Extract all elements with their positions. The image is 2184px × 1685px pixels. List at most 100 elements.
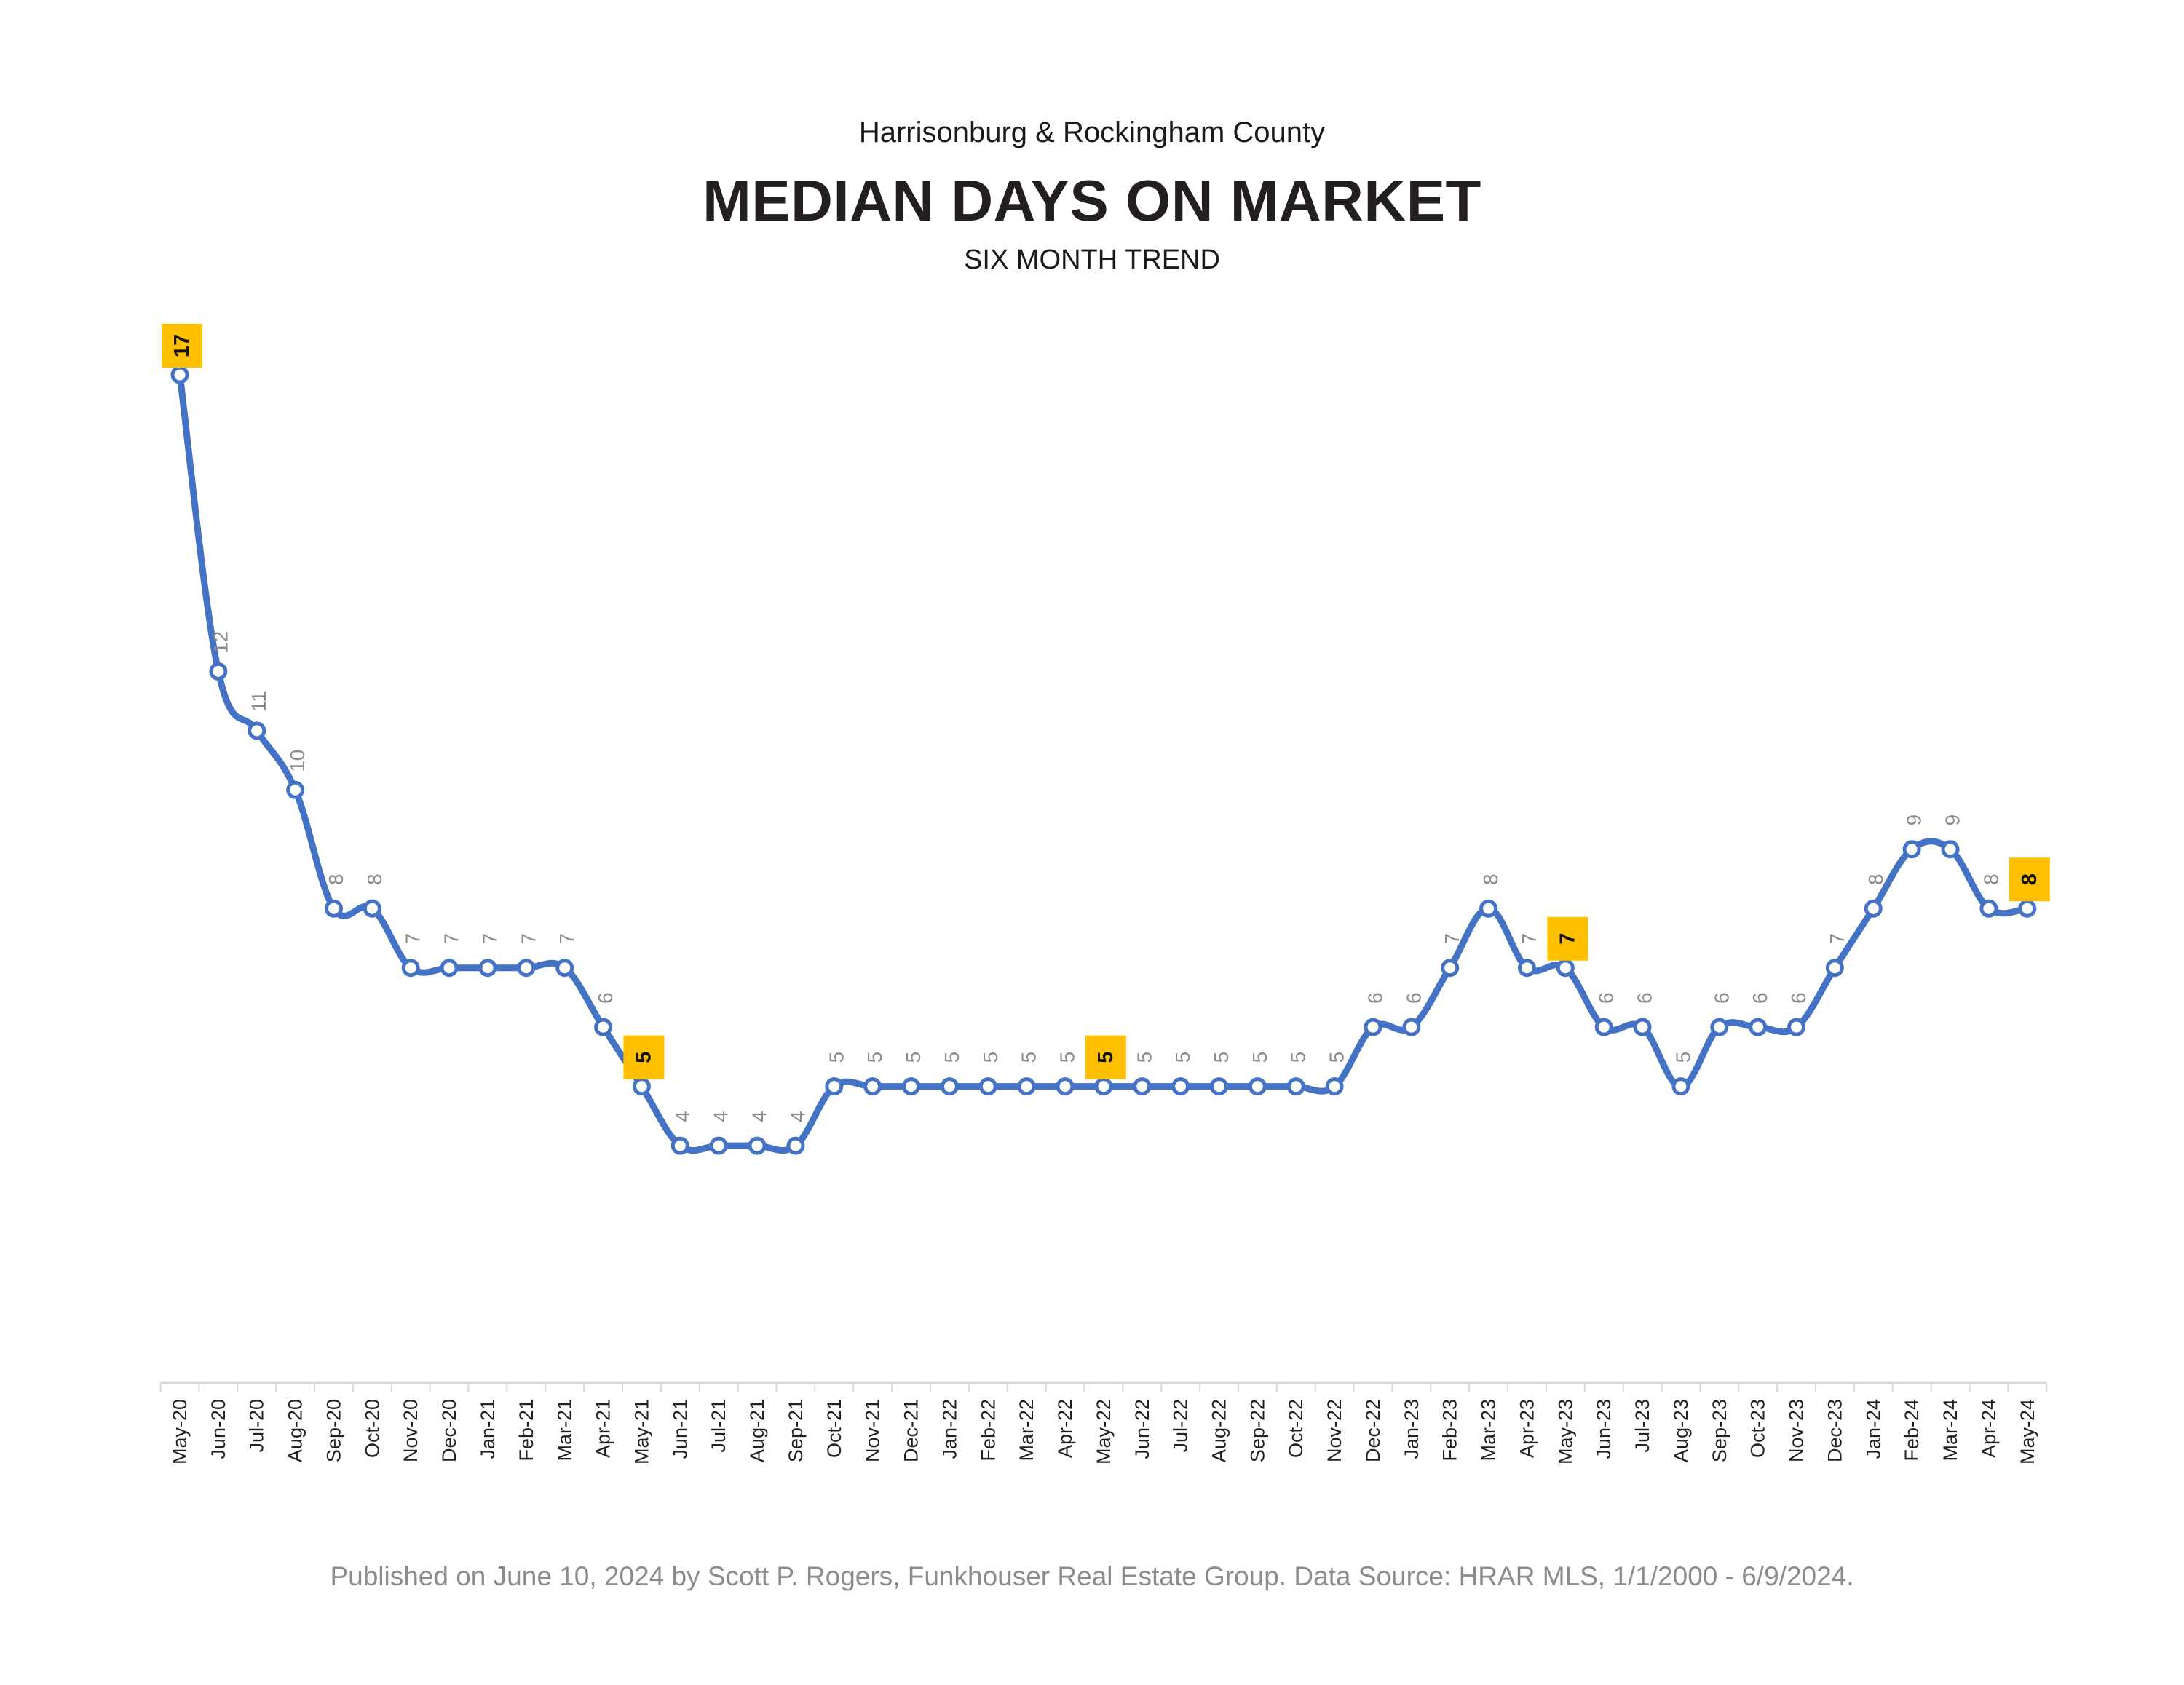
data-label-apr-24: 8 xyxy=(1979,873,2002,885)
highlight-label-box xyxy=(162,324,202,368)
data-label-apr-22: 5 xyxy=(1056,1052,1079,1063)
data-label-mar-23: 8 xyxy=(1479,873,1502,885)
data-label-text: 7 xyxy=(517,933,539,945)
data-label-apr-23: 7 xyxy=(1518,933,1540,945)
x-tick-label: Mar-21 xyxy=(554,1399,576,1462)
data-label-aug-23: 5 xyxy=(1671,1052,1694,1063)
x-tick-label: Nov-23 xyxy=(1786,1399,1808,1462)
data-label-text: 8 xyxy=(2018,873,2041,885)
x-tick-label: Dec-20 xyxy=(438,1399,460,1462)
x-tick-label: May-23 xyxy=(1554,1399,1576,1464)
data-label-sep-23: 6 xyxy=(1710,992,1733,1004)
x-tick-label: May-22 xyxy=(1093,1399,1115,1464)
data-label-mar-24: 9 xyxy=(1942,814,1964,826)
data-point-sep-23 xyxy=(1710,1018,1729,1036)
data-label-text: 7 xyxy=(478,933,501,945)
x-tick-label: Aug-20 xyxy=(285,1399,306,1462)
data-point-apr-23 xyxy=(1517,959,1536,978)
data-point-jun-20 xyxy=(209,662,228,681)
data-label-text: 5 xyxy=(1018,1052,1040,1063)
data-label-text: 6 xyxy=(1710,992,1733,1004)
data-label-feb-22: 5 xyxy=(979,1052,1002,1063)
data-label-text: 5 xyxy=(1171,1052,1194,1063)
x-tick-label: May-21 xyxy=(630,1399,652,1464)
data-label-jul-23: 6 xyxy=(1634,992,1656,1004)
data-label-text: 8 xyxy=(1979,873,2002,885)
x-tick-label: Feb-22 xyxy=(977,1399,999,1462)
data-point-jul-22 xyxy=(1171,1077,1190,1096)
data-label-text: 6 xyxy=(1787,992,1810,1004)
x-tick-label: Jun-22 xyxy=(1131,1399,1153,1459)
data-point-nov-23 xyxy=(1787,1018,1806,1036)
data-label-text: 4 xyxy=(748,1111,771,1122)
highlight-label-box xyxy=(1085,1035,1126,1079)
data-point-may-23 xyxy=(1556,959,1575,978)
chart-title: MEDIAN DAYS ON MARKET xyxy=(703,168,1481,233)
data-label-jun-23: 6 xyxy=(1595,992,1618,1004)
x-tick-label: Aug-22 xyxy=(1208,1399,1230,1462)
data-label-may-21: 5 xyxy=(623,1035,665,1079)
data-label-jun-20: 12 xyxy=(209,631,232,654)
data-label-jun-21: 4 xyxy=(671,1111,694,1122)
data-label-text: 6 xyxy=(594,992,617,1004)
data-point-jun-23 xyxy=(1594,1018,1613,1036)
x-tick-label: Feb-24 xyxy=(1901,1399,1923,1462)
data-point-jan-24 xyxy=(1864,899,1883,918)
data-point-may-22 xyxy=(1094,1077,1113,1096)
data-label-text: 7 xyxy=(555,933,578,945)
x-tick-label: Jul-21 xyxy=(708,1399,729,1453)
data-label-nov-22: 5 xyxy=(1326,1052,1348,1063)
data-label-sep-22: 5 xyxy=(1249,1052,1271,1063)
data-label-text: 6 xyxy=(1634,992,1656,1004)
data-point-feb-21 xyxy=(517,959,536,978)
data-point-jun-21 xyxy=(670,1136,689,1155)
data-label-text: 5 xyxy=(941,1052,963,1063)
data-point-apr-21 xyxy=(594,1018,613,1036)
data-label-jan-22: 5 xyxy=(941,1052,963,1063)
data-point-feb-24 xyxy=(1902,840,1921,859)
data-label-text: 8 xyxy=(1864,873,1887,885)
data-point-sep-20 xyxy=(324,899,343,918)
data-label-text: 5 xyxy=(1326,1052,1348,1063)
data-label-text: 8 xyxy=(325,873,347,885)
x-tick-label: Nov-22 xyxy=(1324,1399,1345,1462)
data-point-jan-21 xyxy=(478,959,497,978)
data-label-feb-23: 7 xyxy=(1441,933,1463,945)
data-label-dec-21: 5 xyxy=(902,1052,925,1063)
data-label-may-23: 7 xyxy=(1547,916,1588,961)
data-label-dec-23: 7 xyxy=(1826,933,1848,945)
data-label-text: 5 xyxy=(1056,1052,1079,1063)
data-label-jul-20: 11 xyxy=(248,691,270,712)
data-label-text: 7 xyxy=(1826,933,1848,945)
data-label-apr-21: 6 xyxy=(594,992,617,1004)
data-label-text: 5 xyxy=(825,1052,847,1063)
data-label-nov-23: 6 xyxy=(1787,992,1810,1004)
data-point-apr-22 xyxy=(1056,1077,1075,1096)
data-label-nov-21: 5 xyxy=(863,1052,886,1063)
data-point-jan-22 xyxy=(940,1077,959,1096)
highlight-label-box xyxy=(1547,916,1588,961)
data-point-dec-22 xyxy=(1364,1018,1382,1036)
data-label-may-22: 5 xyxy=(1085,1035,1126,1079)
data-label-text: 17 xyxy=(170,334,194,357)
data-label-text: 10 xyxy=(286,750,309,772)
x-tick-label: Jul-20 xyxy=(246,1399,268,1453)
data-label-feb-24: 9 xyxy=(1903,814,1926,826)
data-label-text: 5 xyxy=(863,1052,886,1063)
x-tick-label: Mar-23 xyxy=(1478,1399,1500,1462)
data-point-aug-20 xyxy=(286,780,305,799)
x-tick-label: Feb-23 xyxy=(1439,1399,1461,1462)
x-tick-label: Apr-24 xyxy=(1978,1399,2000,1458)
data-point-oct-21 xyxy=(825,1077,844,1096)
data-label-text: 5 xyxy=(1287,1052,1310,1063)
data-label-text: 4 xyxy=(671,1111,694,1122)
x-tick-label: Sep-23 xyxy=(1709,1399,1730,1462)
x-tick-labels: May-20 Jun-20 Jul-20 Aug-20 Sep-20 Oct-20 Nov-… xyxy=(169,1399,2038,1464)
data-point-feb-22 xyxy=(978,1077,997,1096)
data-label-text: 6 xyxy=(1402,992,1425,1004)
data-label-mar-21: 7 xyxy=(555,933,578,945)
data-label-text: 6 xyxy=(1595,992,1618,1004)
data-label-sep-21: 4 xyxy=(786,1111,809,1122)
data-point-mar-22 xyxy=(1017,1077,1036,1096)
